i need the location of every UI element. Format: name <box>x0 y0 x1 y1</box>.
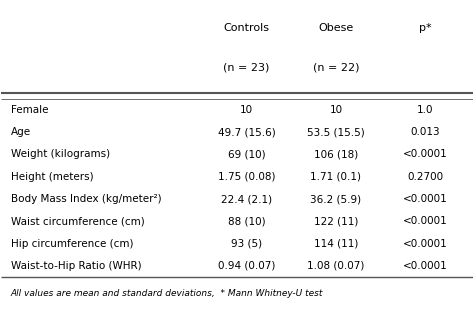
Text: 10: 10 <box>240 105 253 115</box>
Text: <0.0001: <0.0001 <box>403 239 448 248</box>
Text: 0.2700: 0.2700 <box>408 172 444 182</box>
Text: (n = 23): (n = 23) <box>223 63 270 73</box>
Text: Hip circumference (cm): Hip circumference (cm) <box>11 239 133 248</box>
Text: 10: 10 <box>329 105 343 115</box>
Text: 1.0: 1.0 <box>417 105 434 115</box>
Text: 22.4 (2.1): 22.4 (2.1) <box>221 194 272 204</box>
Text: <0.0001: <0.0001 <box>403 194 448 204</box>
Text: Body Mass Index (kg/meter²): Body Mass Index (kg/meter²) <box>11 194 162 204</box>
Text: 93 (5): 93 (5) <box>231 239 262 248</box>
Text: Obese: Obese <box>319 23 354 33</box>
Text: 106 (18): 106 (18) <box>314 150 358 159</box>
Text: p*: p* <box>419 23 432 33</box>
Text: 36.2 (5.9): 36.2 (5.9) <box>310 194 362 204</box>
Text: Waist circumference (cm): Waist circumference (cm) <box>11 216 145 226</box>
Text: <0.0001: <0.0001 <box>403 261 448 271</box>
Text: Age: Age <box>11 127 31 137</box>
Text: 88 (10): 88 (10) <box>228 216 265 226</box>
Text: 0.013: 0.013 <box>410 127 440 137</box>
Text: 53.5 (15.5): 53.5 (15.5) <box>307 127 365 137</box>
Text: Height (meters): Height (meters) <box>11 172 93 182</box>
Text: Waist-to-Hip Ratio (WHR): Waist-to-Hip Ratio (WHR) <box>11 261 141 271</box>
Text: <0.0001: <0.0001 <box>403 216 448 226</box>
Text: 49.7 (15.6): 49.7 (15.6) <box>218 127 275 137</box>
Text: All values are mean and standard deviations,  * Mann Whitney-U test: All values are mean and standard deviati… <box>11 290 323 298</box>
Text: 1.71 (0.1): 1.71 (0.1) <box>310 172 362 182</box>
Text: (n = 22): (n = 22) <box>313 63 359 73</box>
Text: Female: Female <box>11 105 48 115</box>
Text: 1.75 (0.08): 1.75 (0.08) <box>218 172 275 182</box>
Text: Weight (kilograms): Weight (kilograms) <box>11 150 110 159</box>
Text: 114 (11): 114 (11) <box>314 239 358 248</box>
Text: 1.08 (0.07): 1.08 (0.07) <box>307 261 365 271</box>
Text: 122 (11): 122 (11) <box>314 216 358 226</box>
Text: Controls: Controls <box>223 23 269 33</box>
Text: 0.94 (0.07): 0.94 (0.07) <box>218 261 275 271</box>
Text: 69 (10): 69 (10) <box>228 150 265 159</box>
Text: <0.0001: <0.0001 <box>403 150 448 159</box>
